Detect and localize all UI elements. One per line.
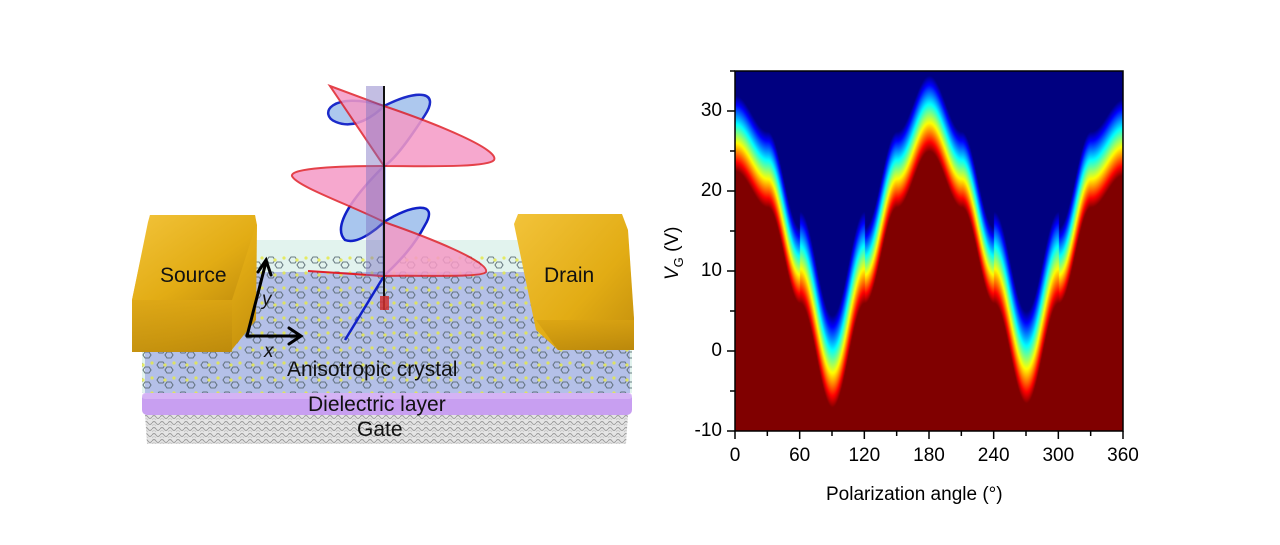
x-tick-label: 300 [1042,445,1075,466]
y-axis-title-sub: G [670,257,686,268]
y-tick-label: 30 [700,100,722,121]
dielectric-layer [142,393,632,415]
y-tick-label: -10 [694,420,722,441]
dielectric-label: Dielectric layer [308,393,446,416]
y-axis-title-main: V [662,267,683,280]
device-schematic [132,83,634,444]
source-label: Source [160,264,227,287]
y-axis-ticks [727,70,735,432]
x-axis-title: Polarization angle (°) [826,484,1003,505]
gate-label: Gate [357,418,403,441]
coordinate-axes [245,256,304,346]
axis-y-label: y [262,289,272,310]
y-tick-label: 0 [711,340,722,361]
y-axis-title: VG (V) [662,227,686,280]
drain-label: Drain [544,264,595,287]
y-axis-arrow [245,260,268,338]
source-electrode [132,215,257,352]
x-tick-label: 360 [1107,445,1139,466]
x-tick-label: 120 [848,445,881,466]
gate-layer [145,414,628,444]
crystal-label: Anisotropic crystal [287,358,458,381]
propagation-axis [366,86,389,310]
heatmap-plot-area [735,71,1123,431]
x-axis-ticks [734,431,1124,439]
y-tick-label: 20 [700,180,722,201]
x-tick-label: 240 [977,445,1010,466]
drain-electrode [514,214,634,350]
crystal-layer [142,240,632,393]
x-tick-label: 180 [913,445,945,466]
x-tick-label: 0 [729,445,741,466]
y-tick-label: 10 [700,260,722,281]
axis-x-label: x [264,341,274,362]
y-axis-title-unit: (V) [662,226,683,258]
em-wave-e-field [291,83,496,278]
x-tick-label: 60 [789,445,811,466]
